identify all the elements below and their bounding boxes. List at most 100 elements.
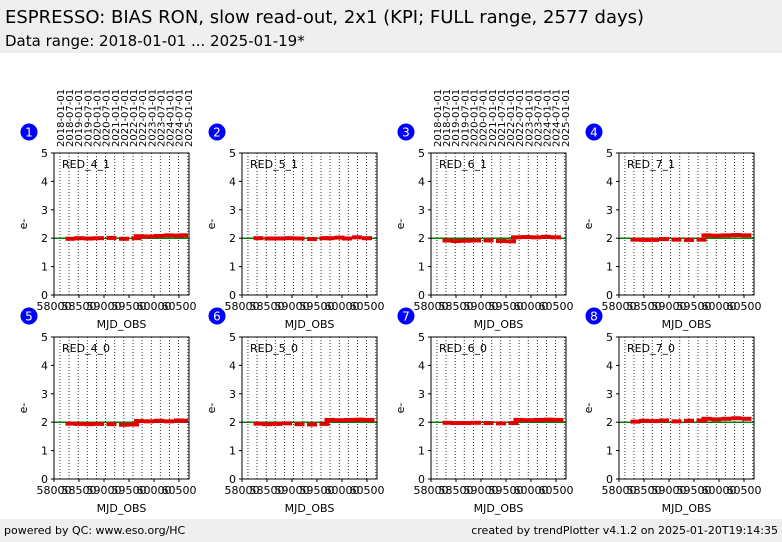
data-point — [164, 419, 174, 424]
x-axis-label: MJD_OBS — [474, 502, 524, 515]
date-tick-label: 2021-01-01 — [111, 89, 122, 147]
data-point — [354, 417, 365, 422]
panel-badge — [20, 123, 38, 141]
y-tick-label: 0 — [418, 289, 425, 302]
x-tick-label: 60000 — [514, 484, 549, 497]
x-tick-label: 58000 — [225, 484, 260, 497]
data-point — [253, 421, 264, 426]
data-point — [106, 422, 117, 427]
data-point — [506, 239, 516, 244]
y-tick-label: 4 — [41, 175, 48, 188]
x-tick-label: 60000 — [514, 300, 549, 313]
x-axis-label: MJD_OBS — [97, 502, 147, 515]
page-subtitle: Data range: 2018-01-01 ... 2025-01-19* — [5, 32, 305, 50]
x-tick-label: 58500 — [250, 300, 285, 313]
data-point — [513, 417, 524, 422]
x-tick-label: 60000 — [702, 484, 737, 497]
panel-badge — [20, 307, 38, 325]
panel-label: RED_4_1 — [62, 158, 110, 171]
x-tick-label: 58000 — [225, 300, 260, 313]
y-tick-label: 4 — [41, 359, 48, 372]
date-tick-label: 2019-07-01 — [83, 89, 94, 147]
panel-badge-number: 4 — [590, 126, 598, 140]
date-tick-label: 2018-01-01 — [56, 89, 67, 147]
x-tick-label: 59500 — [300, 484, 335, 497]
x-tick-label: 60000 — [137, 300, 172, 313]
data-point — [496, 421, 506, 426]
x-tick-label: 60500 — [162, 484, 197, 497]
data-point — [741, 233, 752, 238]
x-axis-label: MJD_OBS — [662, 318, 712, 331]
y-axis-label: e- — [17, 403, 30, 414]
data-point — [721, 416, 732, 421]
y-tick-label: 1 — [606, 261, 613, 274]
panel-badge-number: 7 — [402, 310, 410, 324]
data-point — [461, 421, 471, 426]
y-axis-label: e- — [205, 219, 218, 230]
x-tick-label: 60500 — [727, 484, 762, 497]
data-point — [164, 233, 174, 238]
y-tick-label: 3 — [41, 388, 48, 401]
y-tick-label: 2 — [606, 416, 613, 429]
date-tick-label: 2023-01-01 — [524, 89, 535, 147]
date-tick-label: 2024-01-01 — [166, 89, 177, 147]
data-point — [671, 419, 682, 424]
data-point — [294, 236, 305, 241]
date-tick-label: 2023-01-01 — [147, 89, 158, 147]
data-point — [324, 417, 335, 422]
y-tick-label: 4 — [229, 359, 236, 372]
y-tick-label: 5 — [41, 147, 48, 160]
data-point — [129, 422, 139, 427]
y-tick-label: 0 — [606, 289, 613, 302]
plot-frame — [53, 152, 190, 296]
x-axis-label: MJD_OBS — [285, 318, 335, 331]
plot-frame — [241, 152, 378, 296]
y-tick-label: 1 — [229, 445, 236, 458]
data-point — [344, 417, 355, 422]
panel-badge-number: 5 — [25, 310, 33, 324]
panel-badge-number: 6 — [213, 310, 221, 324]
data-point — [334, 418, 345, 423]
panel-label: RED_5_1 — [250, 158, 298, 171]
panel-label: RED_6_1 — [439, 158, 487, 171]
x-tick-label: 58000 — [37, 300, 72, 313]
data-point — [307, 237, 317, 242]
data-point — [696, 237, 707, 242]
data-point — [521, 235, 531, 240]
data-point — [134, 419, 144, 424]
y-tick-label: 2 — [606, 232, 613, 245]
panel-badge-number: 2 — [213, 126, 221, 140]
panel-badge-number: 1 — [25, 126, 33, 140]
date-tick-label: 2020-01-01 — [469, 89, 480, 147]
y-tick-label: 3 — [41, 204, 48, 217]
data-point — [364, 417, 375, 422]
data-point — [324, 236, 335, 241]
data-point — [671, 237, 682, 242]
data-point — [65, 421, 76, 426]
data-point — [451, 239, 461, 244]
date-tick-label: 2021-07-01 — [497, 89, 508, 147]
x-tick-label: 58000 — [414, 484, 449, 497]
data-point — [144, 419, 154, 424]
y-axis-label: e- — [394, 219, 407, 230]
x-tick-label: 59000 — [652, 300, 687, 313]
x-tick-label: 58500 — [439, 300, 474, 313]
date-tick-label: 2019-01-01 — [74, 89, 85, 147]
footer-timestamp: created by trendPlotter v4.1.2 on 2025-0… — [471, 524, 778, 537]
y-tick-label: 3 — [229, 204, 236, 217]
data-point — [630, 237, 641, 242]
data-point — [94, 236, 104, 241]
x-tick-label: 59000 — [87, 300, 122, 313]
y-tick-label: 4 — [606, 359, 613, 372]
data-point — [541, 234, 551, 239]
x-tick-label: 60500 — [162, 300, 197, 313]
data-point — [741, 416, 752, 421]
data-point — [721, 233, 732, 238]
data-point — [362, 236, 372, 241]
x-tick-label: 59500 — [300, 300, 335, 313]
data-point — [294, 422, 305, 427]
data-point — [639, 237, 649, 242]
x-tick-label: 60000 — [702, 300, 737, 313]
data-point — [451, 421, 461, 426]
plot-frame — [618, 152, 755, 296]
